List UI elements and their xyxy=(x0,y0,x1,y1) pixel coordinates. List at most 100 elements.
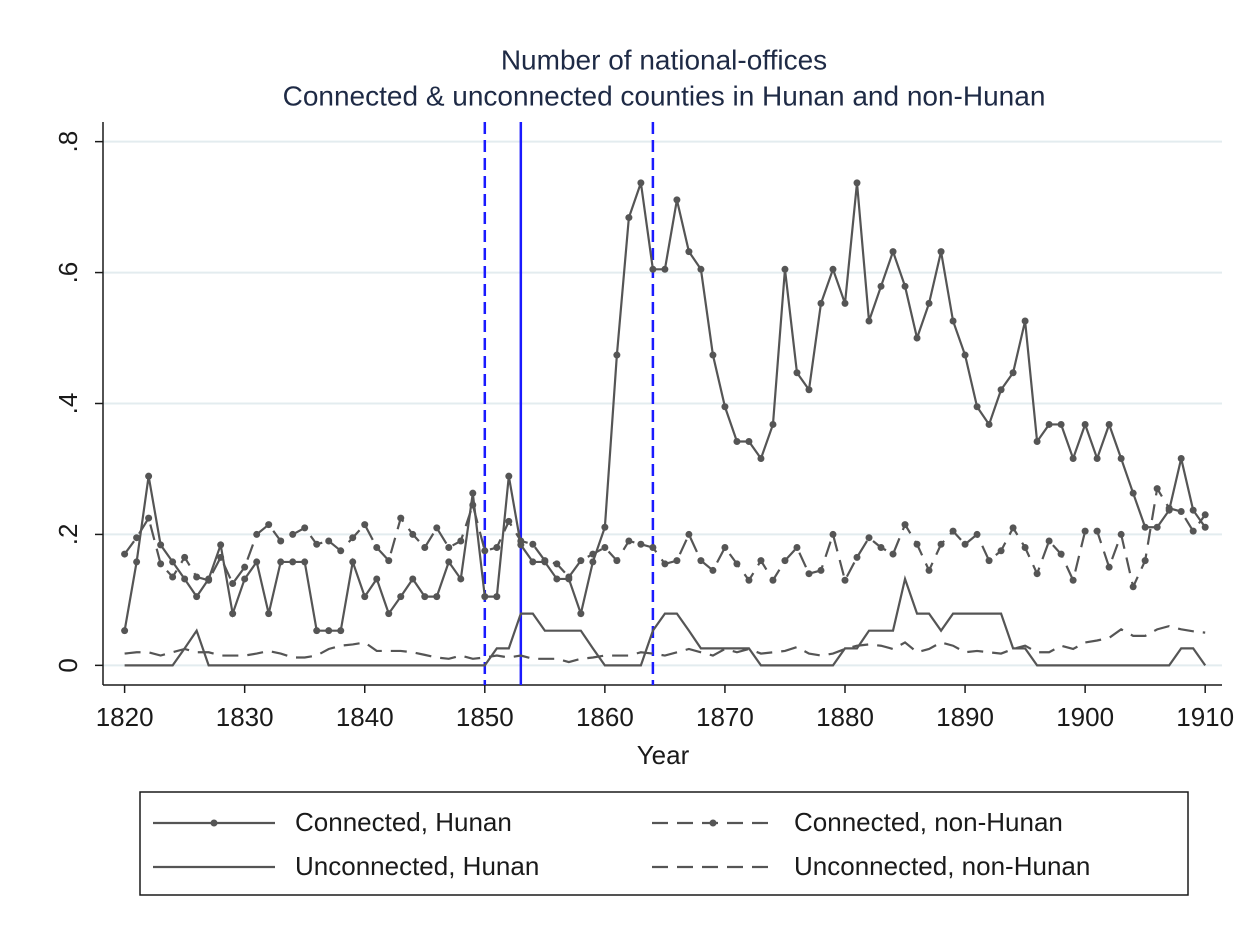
data-point xyxy=(745,437,753,445)
data-point xyxy=(613,351,621,359)
data-point xyxy=(133,534,141,542)
chart-title: Number of national-offices xyxy=(501,44,827,75)
data-point xyxy=(769,576,777,584)
data-point xyxy=(481,547,489,555)
data-point xyxy=(745,576,753,584)
data-point xyxy=(1105,563,1113,571)
data-point xyxy=(805,570,813,578)
data-point xyxy=(985,557,993,565)
data-point xyxy=(409,575,417,583)
data-point xyxy=(661,560,669,568)
data-point xyxy=(997,547,1005,555)
data-point xyxy=(901,521,909,529)
data-point xyxy=(541,557,549,565)
data-point xyxy=(757,454,765,462)
data-point xyxy=(277,558,285,566)
data-point xyxy=(841,576,849,584)
data-point xyxy=(1153,523,1161,531)
data-point xyxy=(253,558,261,566)
data-point xyxy=(901,282,909,290)
data-point xyxy=(1117,530,1125,538)
data-point xyxy=(277,537,285,545)
data-point xyxy=(649,265,657,273)
data-point xyxy=(1093,454,1101,462)
data-point xyxy=(169,573,177,581)
data-point xyxy=(433,524,441,532)
data-point xyxy=(973,403,981,411)
data-point xyxy=(1081,420,1089,428)
data-point xyxy=(529,540,537,548)
data-point xyxy=(385,557,393,565)
data-point xyxy=(685,530,693,538)
data-point xyxy=(493,593,501,601)
data-point xyxy=(349,558,357,566)
data-point xyxy=(1021,544,1029,552)
x-tick-label: 1850 xyxy=(456,702,514,732)
data-point xyxy=(145,472,153,480)
legend-marker xyxy=(709,819,717,827)
data-point xyxy=(121,627,129,635)
data-point xyxy=(1141,523,1149,531)
legend-label: Connected, non-Hunan xyxy=(794,807,1063,837)
data-point xyxy=(145,514,153,522)
data-point xyxy=(1201,511,1209,519)
data-point xyxy=(697,265,705,273)
data-point xyxy=(961,351,969,359)
x-tick-label: 1870 xyxy=(696,702,754,732)
data-point xyxy=(1093,527,1101,535)
data-point xyxy=(625,214,633,222)
data-point xyxy=(181,553,189,561)
data-point xyxy=(445,544,453,552)
data-point xyxy=(997,386,1005,394)
data-point xyxy=(325,627,333,635)
data-point xyxy=(577,557,585,565)
data-point xyxy=(973,530,981,538)
data-point xyxy=(505,517,513,525)
data-point xyxy=(721,544,729,552)
data-point xyxy=(865,534,873,542)
legend-label: Unconnected, Hunan xyxy=(295,851,539,881)
data-point xyxy=(1177,454,1185,462)
data-point xyxy=(337,547,345,555)
data-point xyxy=(685,248,693,256)
data-point xyxy=(1201,523,1209,531)
data-point xyxy=(877,282,885,290)
data-point xyxy=(949,527,957,535)
data-point xyxy=(1045,420,1053,428)
data-point xyxy=(781,265,789,273)
data-point xyxy=(133,558,141,566)
data-point xyxy=(769,420,777,428)
data-point xyxy=(805,386,813,394)
data-point xyxy=(697,557,705,565)
data-point xyxy=(625,537,633,545)
data-point xyxy=(589,558,597,566)
data-point xyxy=(817,566,825,574)
data-point xyxy=(733,560,741,568)
data-point xyxy=(361,593,369,601)
y-tick-label: .4 xyxy=(53,393,83,415)
data-point xyxy=(781,557,789,565)
data-point xyxy=(505,472,513,480)
data-point xyxy=(217,553,225,561)
data-point xyxy=(469,489,477,497)
data-point xyxy=(289,558,297,566)
data-point xyxy=(445,558,453,566)
data-point xyxy=(925,566,933,574)
data-point xyxy=(361,521,369,529)
data-point xyxy=(637,540,645,548)
data-point xyxy=(601,544,609,552)
y-tick-label: .8 xyxy=(53,131,83,153)
data-point xyxy=(1045,537,1053,545)
data-point xyxy=(493,544,501,552)
data-point xyxy=(1153,485,1161,493)
data-point xyxy=(157,560,165,568)
data-point xyxy=(529,558,537,566)
data-point xyxy=(1105,420,1113,428)
data-point xyxy=(949,317,957,325)
data-point xyxy=(637,179,645,187)
data-point xyxy=(241,563,249,571)
x-tick-label: 1830 xyxy=(216,702,274,732)
data-point xyxy=(913,540,921,548)
x-tick-label: 1900 xyxy=(1056,702,1114,732)
